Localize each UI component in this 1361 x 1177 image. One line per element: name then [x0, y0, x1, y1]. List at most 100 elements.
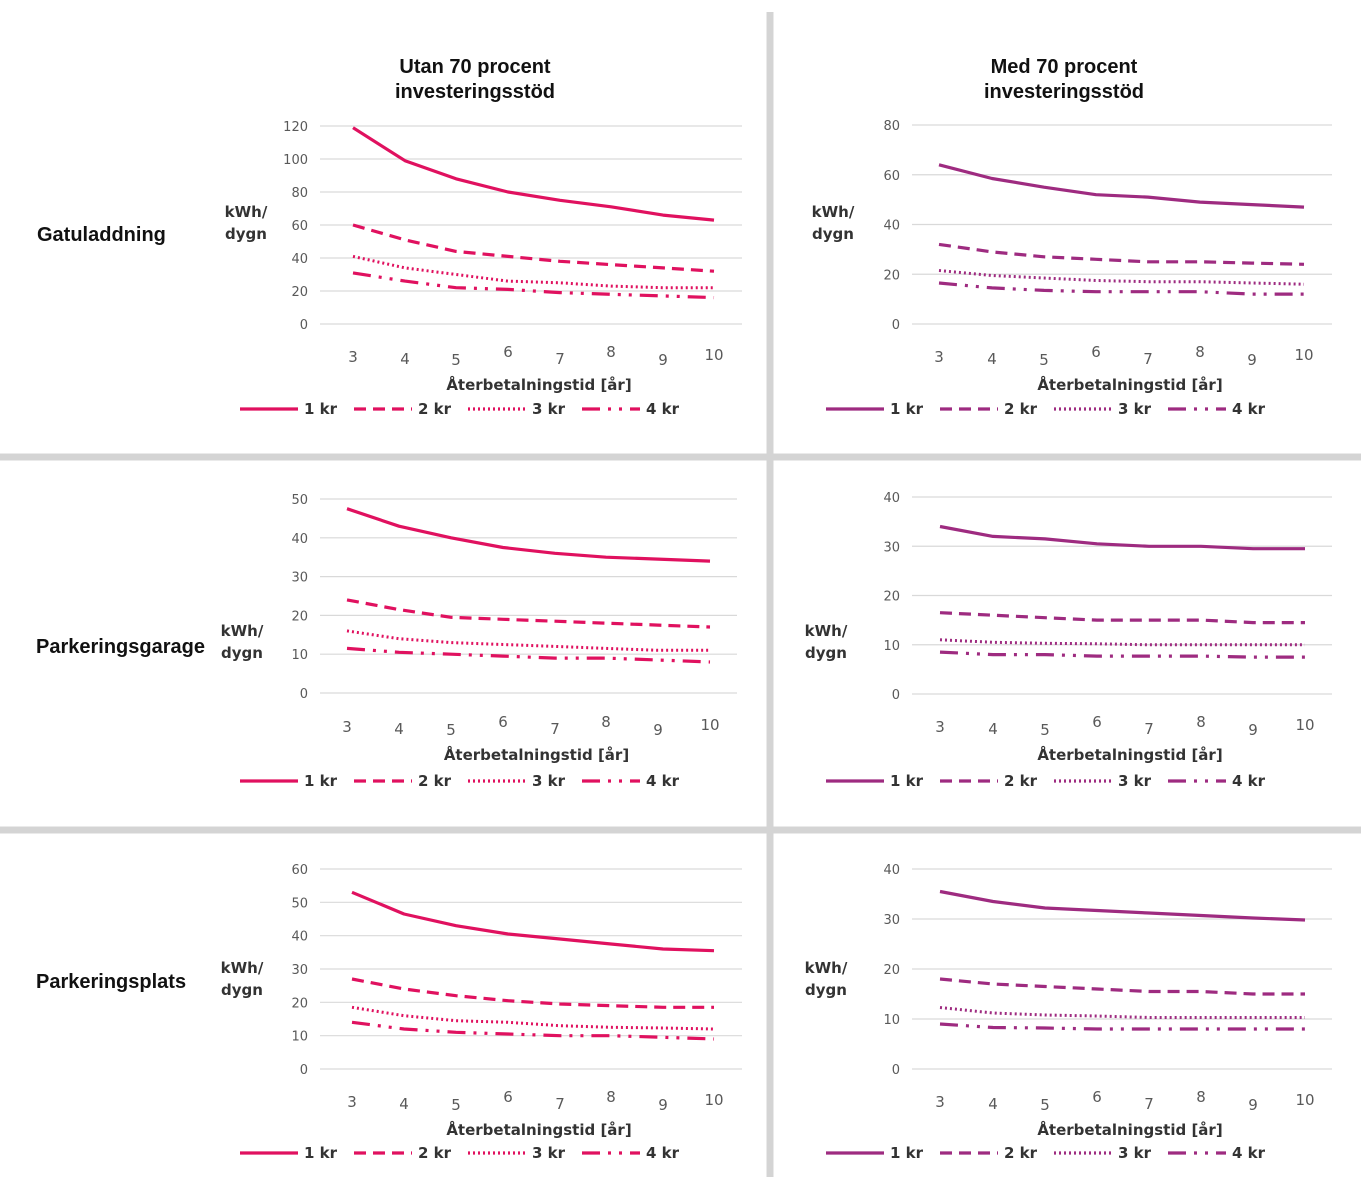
series-line-4-kr [351, 1020, 715, 1041]
series-line-4-kr [939, 1022, 1305, 1031]
x-axis-label: Återbetalningstid [år] [1037, 1120, 1222, 1139]
y-axis-label-line: dygn [805, 644, 847, 662]
y-axis-label-line: dygn [805, 981, 847, 999]
legend-label: 2 kr [418, 400, 452, 418]
series-line-2-kr [352, 223, 715, 273]
x-tick-label: 8 [606, 1088, 616, 1106]
legend-label: 2 kr [418, 772, 452, 790]
series-line-4-kr [346, 646, 711, 664]
x-tick-label: 8 [1196, 713, 1206, 731]
x-tick-label: 10 [1295, 1091, 1314, 1109]
x-tick-label: 9 [1248, 1096, 1258, 1114]
column-title-med: Med 70 procent investeringsstöd [983, 56, 1145, 103]
legend-label: 4 kr [1232, 772, 1266, 790]
x-tick-label: 7 [1144, 720, 1154, 738]
legend-label: 3 kr [1118, 400, 1152, 418]
x-tick-label: 4 [988, 1095, 998, 1113]
series-line-1-kr [346, 507, 711, 563]
series-line-3-kr [346, 629, 710, 652]
legend-label: 2 kr [1004, 1144, 1038, 1162]
series-line-2-kr [938, 242, 1305, 266]
x-tick-label: 5 [1040, 1096, 1050, 1114]
y-tick-label: 50 [291, 896, 308, 911]
legend-label: 1 kr [890, 400, 924, 418]
y-axis-label-line: dygn [812, 225, 854, 243]
x-tick-label: 3 [342, 718, 352, 736]
series-line-2-kr [939, 977, 1305, 996]
x-tick-label: 4 [988, 720, 998, 738]
y-axis-label-line: kWh/ [225, 203, 268, 221]
x-tick-label: 9 [1247, 351, 1257, 369]
y-tick-label: 20 [883, 590, 900, 605]
y-axis-label: kWh/dygn [812, 203, 855, 243]
series-line-4-kr [939, 650, 1305, 659]
series-line-3-kr [351, 1005, 715, 1031]
y-tick-label: 60 [291, 219, 308, 234]
y-tick-label: 80 [291, 186, 308, 201]
x-tick-label: 10 [704, 346, 723, 364]
x-tick-label: 6 [1092, 713, 1102, 731]
legend-label: 4 kr [1232, 400, 1266, 418]
x-tick-label: 6 [503, 1088, 513, 1106]
x-tick-label: 3 [934, 348, 944, 366]
y-tick-label: 30 [291, 571, 308, 586]
x-tick-label: 4 [399, 1095, 409, 1113]
chart-panel-2: 0 20 40 60 80 3 4 5 6 7 8 9 10 kWh/dygn Återbetalnings… [812, 119, 1332, 418]
x-tick-label: 8 [1195, 343, 1205, 361]
y-tick-label: 0 [300, 687, 308, 702]
column-title-utan: Utan 70 procent investeringsstöd [394, 56, 556, 103]
chart-panel-5: 0 10 20 30 40 50 60 3 4 5 6 7 8 9 10 kWh/dygn Återbetaln… [221, 863, 742, 1162]
x-tick-label: 4 [987, 350, 997, 368]
x-tick-label: 6 [498, 713, 508, 731]
series-line-2-kr [351, 977, 714, 1009]
legend-label: 1 kr [890, 1144, 924, 1162]
x-tick-label: 10 [700, 716, 719, 734]
series-line-2-kr [939, 611, 1305, 625]
series-line-1-kr [939, 889, 1306, 922]
y-tick-label: 0 [892, 1063, 900, 1078]
y-axis-label: kWh/dygn [805, 959, 848, 999]
y-axis-label-line: kWh/ [805, 959, 848, 977]
y-axis-label-line: kWh/ [805, 622, 848, 640]
series-line-4-kr [938, 281, 1304, 296]
y-axis-label-line: kWh/ [221, 622, 264, 640]
x-tick-label: 3 [935, 1093, 945, 1111]
y-tick-label: 60 [883, 169, 900, 184]
x-tick-label: 7 [1143, 350, 1153, 368]
y-tick-label: 40 [291, 252, 308, 267]
y-tick-label: 120 [283, 120, 308, 135]
y-tick-label: 40 [883, 863, 900, 878]
series-line-3-kr [939, 638, 1305, 647]
chart-panel-3: 0 10 20 30 40 50 3 4 5 6 7 8 9 10 kWh/dygn Återbetalnin… [221, 493, 737, 790]
row-label-parkeringsplats: Parkeringsplats [36, 971, 187, 993]
y-tick-label: 0 [300, 1063, 308, 1078]
series-line-3-kr [938, 269, 1305, 286]
legend-label: 1 kr [304, 1144, 338, 1162]
y-tick-label: 0 [892, 688, 900, 703]
y-axis-label: kWh/dygn [221, 959, 264, 999]
x-tick-label: 6 [1091, 343, 1101, 361]
legend-label: 2 kr [1004, 400, 1038, 418]
y-tick-label: 0 [892, 318, 900, 333]
x-tick-label: 10 [1295, 716, 1314, 734]
y-tick-label: 30 [291, 963, 308, 978]
y-axis-label-line: dygn [221, 644, 263, 662]
x-tick-label: 9 [653, 721, 663, 739]
y-axis-label: kWh/dygn [221, 622, 264, 662]
x-tick-label: 9 [1248, 721, 1258, 739]
x-tick-label: 7 [550, 720, 560, 738]
chart-panel-1: 0 20 40 60 80 100 120 3 4 5 6 7 8 9 10 kWh/dygn Återbeta… [225, 120, 742, 418]
chart-panel-6: 0 10 20 30 40 3 4 5 6 7 8 9 10 kWh/dygn Återbetalnings… [805, 863, 1332, 1162]
x-tick-label: 5 [446, 721, 456, 739]
legend-label: 3 kr [532, 400, 566, 418]
y-tick-label: 80 [883, 119, 900, 134]
y-axis-label-line: dygn [221, 981, 263, 999]
y-axis-label-line: kWh/ [812, 203, 855, 221]
y-axis-label-line: kWh/ [221, 959, 264, 977]
row-label-gatuladdning: Gatuladdning [37, 224, 166, 246]
x-tick-label: 5 [451, 351, 461, 369]
y-tick-label: 40 [291, 930, 308, 945]
y-tick-label: 20 [291, 996, 308, 1011]
x-tick-label: 8 [601, 713, 611, 731]
